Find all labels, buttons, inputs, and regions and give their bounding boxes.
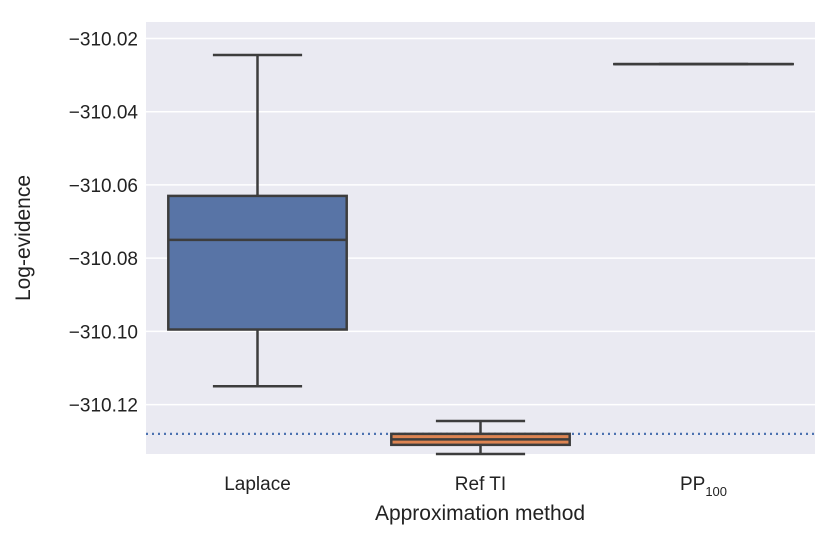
y-tick-labels: −310.02 −310.04 −310.06 −310.08 −310.10 −310.…: [69, 29, 139, 416]
y-tick-label: −310.10: [69, 322, 138, 343]
y-axis-label: Log-evidence: [12, 175, 35, 301]
x-tick-label: PP100: [680, 474, 727, 499]
y-tick-label: −310.04: [69, 103, 139, 124]
x-tick-label: Ref TI: [455, 474, 506, 495]
x-tick-subscript: 100: [705, 484, 727, 499]
box-group: [167, 53, 794, 456]
box-1: [390, 419, 571, 456]
y-tick-label: −310.08: [69, 249, 138, 270]
x-tick-label: Laplace: [224, 474, 291, 495]
x-tick-labels: Laplace Ref TI PP100: [224, 474, 727, 499]
y-tick-label: −310.02: [69, 29, 138, 50]
x-axis-label: Approximation method: [375, 502, 585, 525]
box-0: [167, 53, 348, 388]
y-tick-label: −310.06: [69, 176, 138, 197]
y-tick-label: −310.12: [69, 396, 138, 417]
box-body: [167, 194, 348, 331]
